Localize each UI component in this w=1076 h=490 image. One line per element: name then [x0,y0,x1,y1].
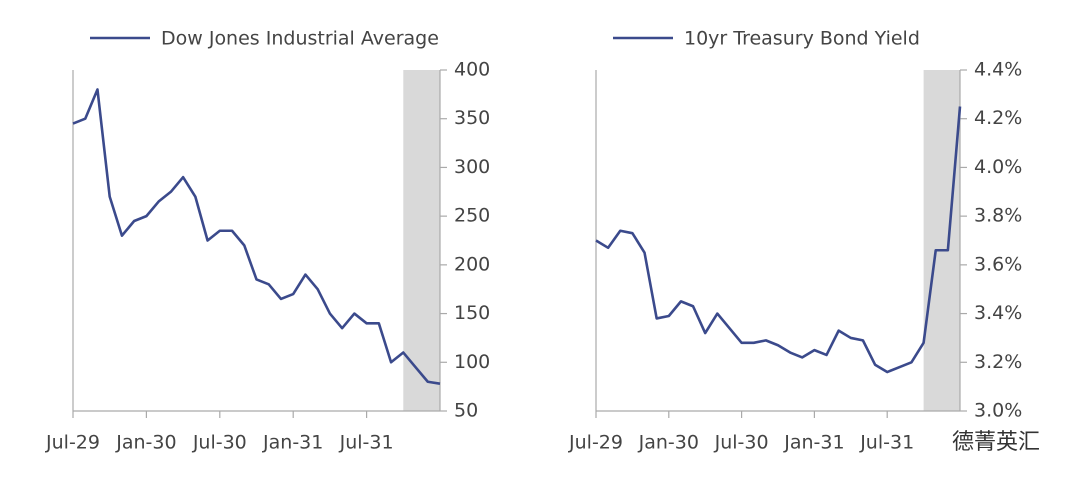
x-tick-label: Jan-30 [638,432,699,454]
x-tick-label: Jul-29 [568,432,623,454]
y-tick-label: 3.8% [974,205,1022,227]
x-tick-label: Jul-31 [859,432,914,454]
y-tick-label: 3.6% [974,253,1022,275]
y-tick-label: 100 [454,351,490,373]
y-tick-label: 4.2% [974,107,1022,129]
x-tick-label: Jul-29 [45,432,100,454]
y-tick-label: 4.0% [974,156,1022,178]
y-tick-label: 4.4% [974,59,1022,81]
legend-label: Dow Jones Industrial Average [161,28,439,50]
y-tick-label: 50 [454,400,478,422]
y-tick-label: 3.4% [974,302,1022,324]
x-tick-label: Jan-30 [115,432,176,454]
x-tick-label: Jul-31 [339,432,394,454]
y-tick-label: 400 [454,59,490,81]
x-tick-label: Jul-30 [192,432,247,454]
y-tick-label: 350 [454,107,490,129]
y-tick-label: 3.2% [974,351,1022,373]
data-line [72,88,441,386]
x-tick-label: Jul-30 [714,432,769,454]
y-tick-label: 250 [454,205,490,227]
y-tick-label: 150 [454,302,490,324]
y-tick-label: 200 [454,253,490,275]
x-tick-label: Jan-31 [262,432,323,454]
y-tick-label: 3.0% [974,400,1022,422]
watermark: 德菁英汇 [952,430,1040,455]
data-line [595,106,962,374]
legend-label: 10yr Treasury Bond Yield [684,28,920,50]
shaded-period [923,70,960,411]
y-tick-label: 300 [454,156,490,178]
x-tick-label: Jan-31 [783,432,844,454]
shaded-period [403,70,440,411]
